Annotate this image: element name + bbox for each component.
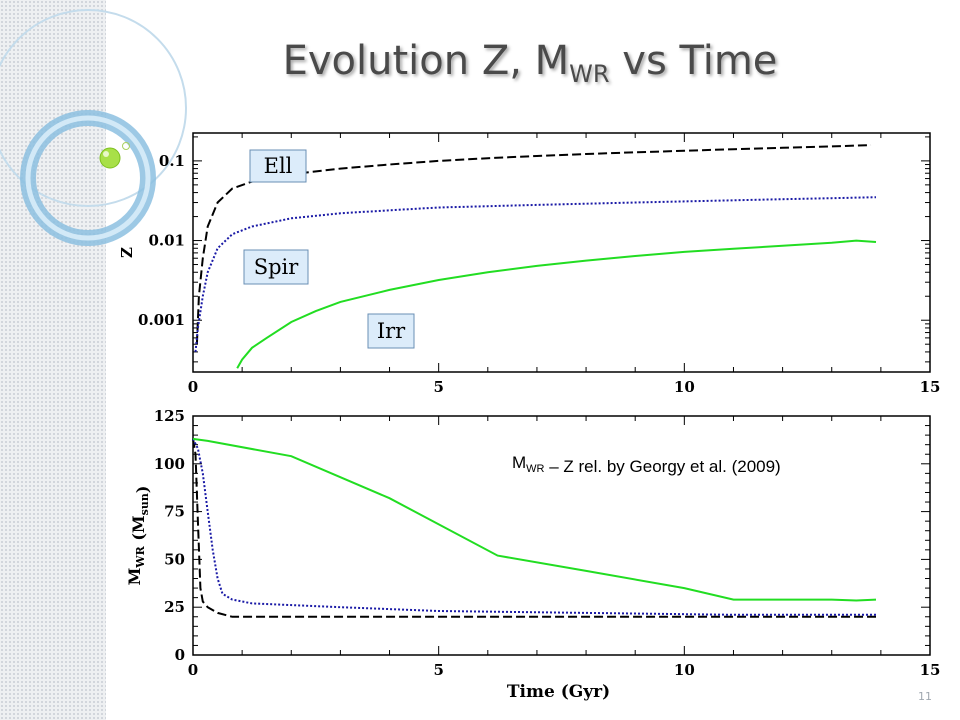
y-label-part: M [125, 568, 144, 586]
title-main: Evolution Z, M [282, 38, 570, 84]
annotation-part: – Z rel. by Georgy et al. (2009) [545, 457, 781, 476]
label-box-spir [243, 249, 309, 285]
series-line-spir [194, 196, 877, 352]
title-subscript: WR [569, 60, 610, 88]
decorative-circles [0, 9, 187, 246]
top-y-tick-label: 0.001 [138, 311, 185, 329]
label-box-irr [367, 313, 415, 349]
series-line-irr [192, 437, 877, 602]
large-ring-arc [0, 9, 187, 207]
small-green-bubble [122, 142, 130, 150]
top-x-tick-label: 10 [674, 378, 695, 396]
top-x-tick-label: 15 [920, 378, 941, 396]
bottom-y-tick-label: 0 [175, 646, 185, 664]
y-label-part: (M [129, 515, 148, 546]
top-y-tick-label: 0.1 [159, 152, 185, 170]
top-x-tick-label: 5 [433, 378, 443, 396]
label-box-irr-text: Irr [377, 319, 406, 343]
bottom-plot-frame [192, 415, 931, 656]
bottom-y-tick-label: 125 [154, 407, 185, 425]
bottom-x-tick-label: 5 [433, 661, 443, 679]
top-x-tick-label: 0 [188, 378, 198, 396]
annotation-subscript: WR [526, 463, 544, 475]
bottom-x-tick-label: 15 [920, 661, 941, 679]
bottom-x-tick-label: 0 [188, 661, 198, 679]
y-label-subscript: sun [138, 493, 151, 515]
bottom-y-axis-label: MWR (Msun) [125, 486, 152, 586]
bottom-x-tick-label: 10 [674, 661, 695, 679]
title-end: vs Time [609, 38, 778, 84]
y-label-part: ) [133, 486, 152, 494]
label-box-ell-text: Ell [264, 154, 293, 178]
green-bubble-shine [103, 151, 109, 157]
bottom-y-tick-label: 100 [154, 455, 185, 473]
blue-ring-highlight [25, 115, 151, 241]
page-number: 11 [918, 690, 932, 703]
series-line-spir [192, 438, 876, 616]
label-box-spir-text: Spir [254, 255, 300, 279]
top-plot-metallicity: 0 5 10 15 0.001 0.01 0.1 Z Ell Spir Irr [118, 132, 941, 396]
top-y-axis-label: Z [118, 247, 136, 258]
series-line-ell [192, 438, 876, 618]
series-line-ell [195, 144, 872, 345]
slide-title: Evolution Z, MWR vs Time [0, 38, 960, 88]
series-line-irr [236, 239, 877, 369]
annotation-part: M [512, 453, 526, 472]
top-y-tick-label: 0.01 [148, 232, 185, 250]
bottom-y-tick-label: 25 [164, 598, 185, 616]
annotation-georgy: MWR – Z rel. by Georgy et al. (2009) [512, 453, 781, 476]
y-label-subscript: WR [134, 545, 147, 568]
bottom-y-tick-label: 75 [164, 503, 185, 521]
bottom-y-tick-label: 50 [164, 550, 185, 568]
bottom-x-axis-label: Time (Gyr) [507, 682, 610, 702]
label-box-ell [249, 149, 307, 183]
